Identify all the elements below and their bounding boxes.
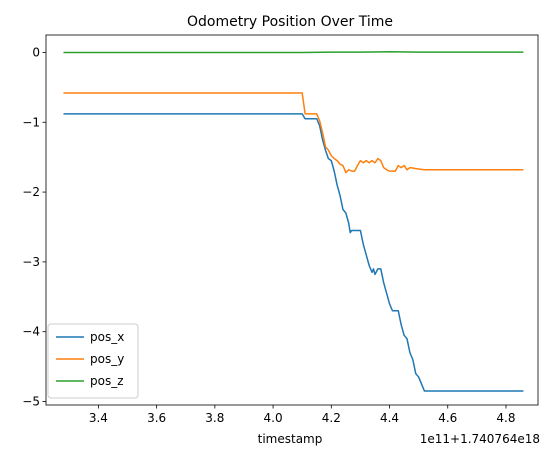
y-tick-label: −3 xyxy=(22,255,40,269)
y-tick-label: −2 xyxy=(22,185,40,199)
y-tick-label: −5 xyxy=(22,395,40,409)
x-axis-offset-label: 1e11+1.740764e18 xyxy=(420,432,540,446)
x-axis: 3.4 3.6 3.8 4.0 4.2 4.4 4.6 4.8 xyxy=(89,405,516,425)
y-tick-label: −4 xyxy=(22,325,40,339)
legend: pos_x pos_y pos_z xyxy=(47,323,139,399)
x-tick-label: 4.6 xyxy=(438,411,457,425)
y-tick-label: 0 xyxy=(32,45,40,59)
x-tick-label: 4.2 xyxy=(322,411,341,425)
x-tick-label: 4.0 xyxy=(264,411,283,425)
legend-label-pos_z: pos_z xyxy=(90,374,124,388)
x-axis-label: timestamp xyxy=(258,432,323,446)
series-line-pos_y xyxy=(63,92,524,174)
y-tick-label: −1 xyxy=(22,115,40,129)
plot-area xyxy=(45,34,539,406)
x-tick-label: 3.8 xyxy=(205,411,224,425)
series-line-pos_z xyxy=(63,51,524,54)
x-tick-label: 4.8 xyxy=(496,411,515,425)
x-tick-label: 3.4 xyxy=(89,411,108,425)
legend-box xyxy=(47,323,139,399)
x-tick-label: 4.4 xyxy=(380,411,399,425)
chart-title: Odometry Position Over Time xyxy=(187,14,393,30)
series-line-pos_x xyxy=(63,113,524,392)
x-tick-label: 3.6 xyxy=(147,411,166,425)
legend-label-pos_x: pos_x xyxy=(90,330,124,344)
plot-frame xyxy=(45,34,539,406)
legend-label-pos_y: pos_y xyxy=(90,352,124,366)
y-axis: 0 −1 −2 −3 −4 −5 xyxy=(22,45,46,409)
